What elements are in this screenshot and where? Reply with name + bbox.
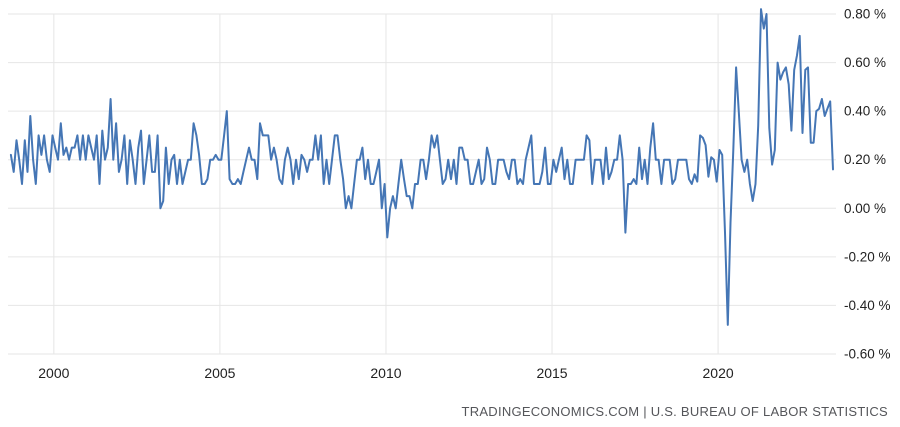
x-tick-label: 2015 — [536, 365, 567, 381]
chart-canvas[interactable]: 0.80 % 0.60 % 0.40 % 0.20 % 0.00 % -0.20 % -0.… — [0, 0, 900, 392]
x-tick-label: 2005 — [204, 365, 235, 381]
y-tick-label: 0.60 % — [844, 55, 886, 70]
y-tick-label: -0.60 % — [844, 347, 891, 362]
attribution-text: TRADINGECONOMICS.COM | U.S. BUREAU OF LA… — [461, 404, 888, 419]
y-tick-label: 0.40 % — [844, 104, 886, 119]
x-tick-label: 2000 — [38, 365, 69, 381]
chart-footer: TRADINGECONOMICS.COM | U.S. BUREAU OF LA… — [462, 404, 888, 419]
y-tick-label: 0.00 % — [844, 201, 886, 216]
x-tick-label: 2020 — [703, 365, 734, 381]
y-tick-label: 0.80 % — [844, 7, 886, 22]
series-line — [9, 8, 834, 326]
line-chart[interactable]: 0.80 % 0.60 % 0.40 % 0.20 % 0.00 % -0.20 % -0.… — [0, 0, 900, 392]
y-tick-label: 0.20 % — [844, 152, 886, 167]
y-tick-label: -0.40 % — [844, 298, 891, 313]
y-tick-label: -0.20 % — [844, 249, 891, 264]
x-tick-label: 2010 — [370, 365, 401, 381]
